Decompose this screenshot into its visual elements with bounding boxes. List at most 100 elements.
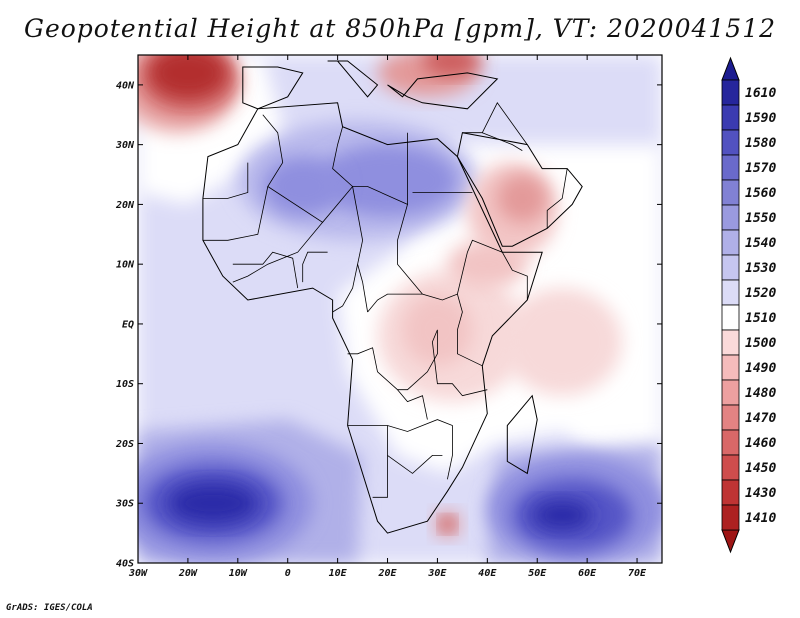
lat-tick-label: 30N (115, 140, 135, 151)
colorbar-swatch (721, 279, 740, 306)
colorbar-top-arrow (721, 56, 740, 81)
colorbar-swatch (721, 354, 740, 381)
field-contour (440, 516, 455, 532)
country-border (462, 102, 528, 145)
country-border (202, 162, 249, 199)
height-field (138, 55, 662, 563)
country-border (501, 252, 528, 300)
lon-tick-label: 60E (578, 568, 597, 579)
field-contour (147, 55, 228, 100)
boundaries (202, 60, 583, 534)
colorbar-label: 1480 (745, 386, 776, 401)
colorbar-label: 1560 (745, 186, 776, 201)
lat-tick-label: 40N (116, 80, 135, 91)
colorbar-label: 1570 (745, 161, 776, 176)
country-border (546, 168, 568, 229)
lon-tick-label: 50E (528, 568, 547, 579)
country-border (232, 251, 299, 289)
colorbar-label: 1530 (745, 261, 776, 276)
colorbar-swatch (721, 379, 740, 406)
field-contour (422, 55, 483, 76)
colorbar-label: 1510 (745, 311, 776, 326)
lon-tick-label: 70E (628, 568, 647, 579)
country-border (202, 186, 269, 241)
colorbar-swatch (721, 254, 740, 281)
map-plot-area[interactable] (113, 37, 667, 564)
country-border (372, 425, 388, 498)
lon-tick-label: 30E (427, 568, 447, 579)
lon-tick-label: 20E (377, 568, 397, 579)
lat-tick-label: 10S (116, 379, 134, 390)
italy-coastline (327, 60, 379, 98)
lat-tick-label: 30S (115, 499, 134, 510)
lon-tick-label: 30W (128, 568, 148, 579)
country-border (397, 389, 428, 420)
country-border (397, 204, 503, 301)
field-contour (167, 482, 258, 525)
country-border (332, 126, 353, 187)
lat-tick-label: 40S (116, 559, 134, 570)
colorbar-label: 1550 (745, 211, 776, 226)
iberia-coastline (242, 66, 304, 110)
lon-tick-label: 0 (285, 568, 291, 579)
field-contour (497, 174, 548, 223)
colorbar-label: 1410 (745, 511, 776, 526)
country-border (456, 293, 483, 367)
colorbar-swatch (721, 204, 740, 231)
arabia-coastline (456, 132, 583, 247)
lat-tick-label: 10N (116, 260, 135, 271)
colorbar-swatch (721, 479, 740, 506)
colorbar-swatch (721, 129, 740, 156)
country-border (431, 329, 488, 397)
colorbar-label: 1500 (745, 336, 776, 351)
country-border (347, 419, 453, 480)
colorbar-label: 1590 (745, 111, 776, 126)
field-contour (447, 240, 528, 289)
map-frame (137, 54, 663, 564)
colorbar-label: 1540 (745, 236, 776, 251)
country-border (367, 293, 423, 313)
africa-coastline (202, 102, 543, 534)
turkey-greece-coastline (387, 72, 499, 110)
lat-tick-label: 20S (115, 439, 134, 450)
colorbar-label: 1520 (745, 286, 776, 301)
lon-tick-label: 40E (478, 568, 497, 579)
colorbar: 1610 1590 1580 1570 1560 1550 1540 1530 1520 1510… (721, 56, 776, 554)
chart-title: Geopotential Height at 850hPa [gpm], VT:… (23, 14, 777, 43)
country-border (482, 132, 523, 151)
colorbar-label: 1580 (745, 136, 776, 151)
colorbar-label: 1490 (745, 361, 776, 376)
colorbar-swatch (721, 304, 740, 331)
country-border (387, 454, 443, 474)
colorbar-swatch (721, 454, 740, 481)
country-border (332, 264, 358, 313)
lon-tick-label: 20W (178, 568, 198, 579)
colorbar-swatch (721, 179, 740, 206)
colorbar-swatch (721, 504, 740, 531)
lat-tick-label: EQ (122, 319, 134, 330)
colorbar-swatch (721, 154, 740, 181)
lon-tick-label: 10W (229, 568, 248, 579)
lon-tick-label: 10E (329, 568, 348, 579)
colorbar-swatch (721, 104, 740, 131)
field-contour (532, 500, 593, 531)
field-contour (262, 156, 343, 217)
country-border (232, 222, 323, 283)
country-border (302, 251, 328, 283)
colorbar-swatch (721, 429, 740, 456)
colorbar-label: 1460 (745, 436, 776, 451)
madagascar-coastline (506, 394, 538, 475)
grads-credit: GrADS: IGES/COLA (6, 603, 93, 613)
colorbar-label: 1610 (745, 86, 776, 101)
colorbar-swatch (721, 229, 740, 256)
colorbar-swatch (721, 329, 740, 356)
colorbar-swatch (721, 404, 740, 431)
field-contour (317, 144, 458, 217)
colorbar-label: 1470 (745, 411, 776, 426)
lat-tick-label: 20N (115, 200, 135, 211)
colorbar-label: 1430 (745, 486, 776, 501)
colorbar-swatch (721, 79, 740, 106)
colorbar-label: 1450 (745, 461, 776, 476)
